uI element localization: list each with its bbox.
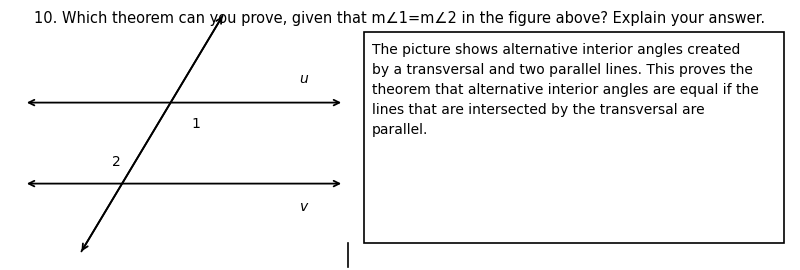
Text: 10. Which theorem can you prove, given that m∠1=m∠2 in the figure above? Explain: 10. Which theorem can you prove, given t… <box>34 11 766 26</box>
Text: v: v <box>300 200 308 214</box>
Text: 2: 2 <box>112 155 120 169</box>
Bar <box>364 32 784 243</box>
Text: The picture shows alternative interior angles created
by a transversal and two p: The picture shows alternative interior a… <box>372 43 758 137</box>
Text: u: u <box>300 72 308 86</box>
Text: 1: 1 <box>191 117 201 131</box>
